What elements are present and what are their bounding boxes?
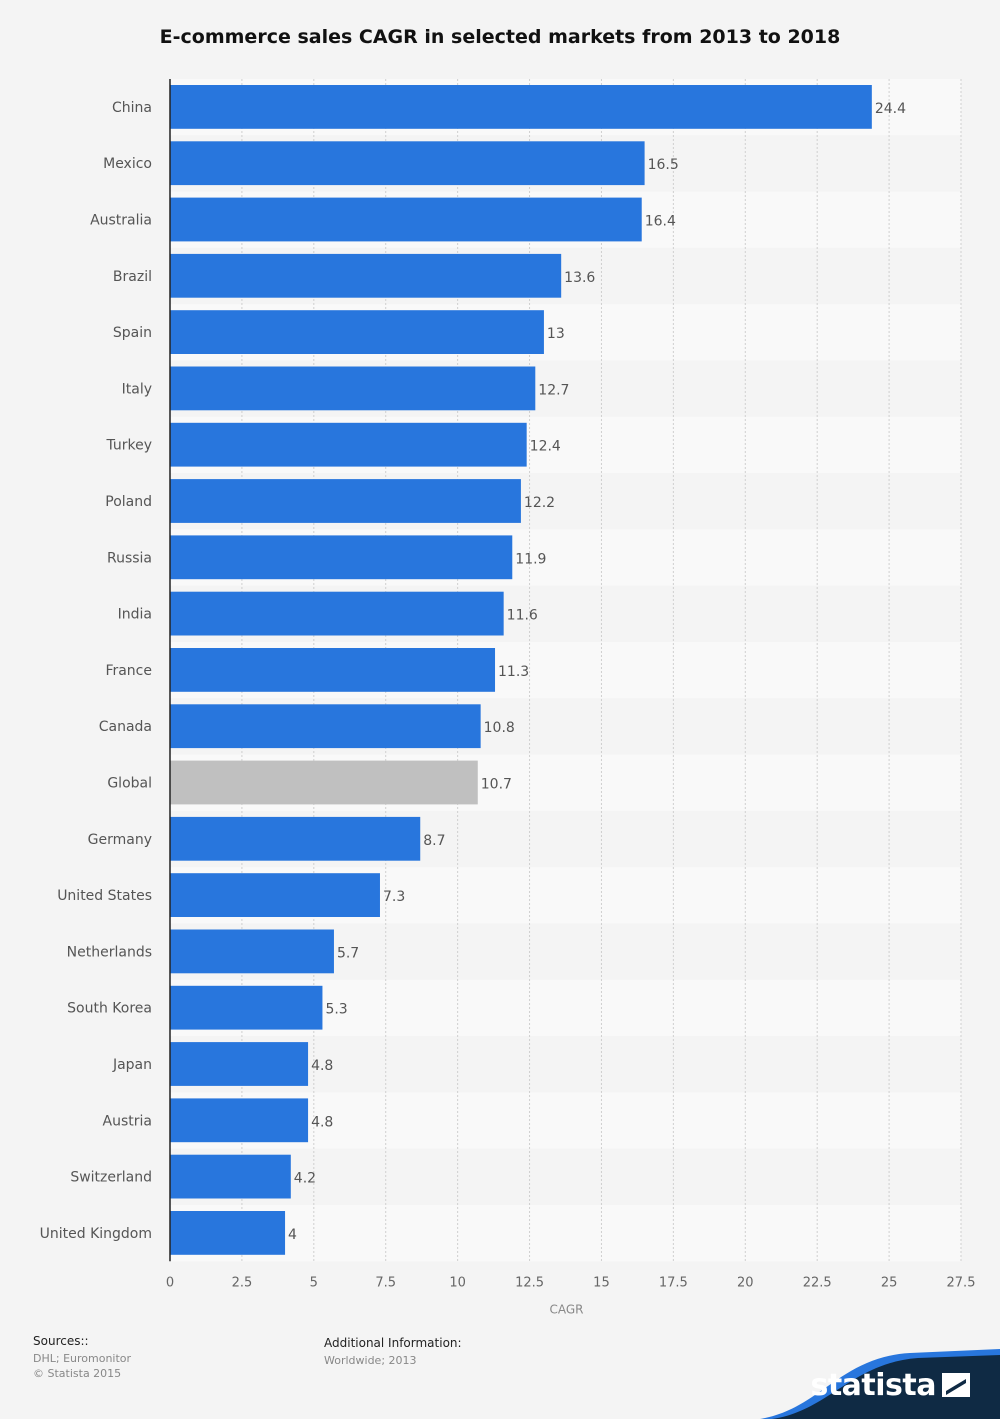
bar[interactable] — [170, 929, 334, 974]
bar-chart: China Mexico Australia Brazil Spain Italy Turk… — [40, 79, 976, 1316]
category-label: Canada — [99, 719, 152, 735]
value-label: 13.6 — [564, 270, 595, 286]
sources-line-1: DHL; Euromonitor — [33, 1352, 132, 1365]
x-tick-label: 10 — [449, 1275, 466, 1290]
category-label: Switzerland — [70, 1170, 152, 1186]
category-label: Mexico — [103, 156, 152, 172]
bars — [170, 85, 872, 1255]
statista-logo-icon — [942, 1373, 970, 1397]
value-label: 13 — [547, 326, 565, 342]
value-label: 4.2 — [294, 1171, 316, 1187]
row-band — [170, 1148, 961, 1205]
additional-info-block: Additional Information: Worldwide; 2013 — [324, 1336, 462, 1367]
x-tick-label: 22.5 — [803, 1275, 832, 1290]
x-axis-ticks: 0 2.5 5 7.5 10 12.5 15 17.5 20 22.5 25 27.5 — [166, 1275, 976, 1290]
bar[interactable] — [170, 141, 645, 186]
sources-line-2: © Statista 2015 — [33, 1367, 122, 1380]
category-label: Australia — [90, 213, 152, 229]
chart-title: E-commerce sales CAGR in selected market… — [159, 26, 841, 48]
category-labels: China Mexico Australia Brazil Spain Italy Turk… — [40, 100, 152, 1242]
bar[interactable] — [170, 253, 562, 298]
value-label: 4.8 — [311, 1058, 333, 1074]
category-label: Turkey — [105, 438, 152, 454]
category-label: United States — [57, 888, 152, 904]
category-label: Japan — [112, 1057, 152, 1073]
x-tick-label: 15 — [593, 1275, 610, 1290]
sources-label: Sources:: — [33, 1334, 89, 1348]
category-label: South Korea — [67, 1001, 152, 1017]
category-label: Poland — [105, 494, 152, 510]
x-tick-label: 5 — [310, 1275, 318, 1290]
bar[interactable] — [170, 1154, 291, 1199]
bar[interactable] — [170, 197, 642, 242]
value-label: 4 — [288, 1227, 297, 1243]
x-tick-label: 20 — [737, 1275, 754, 1290]
category-label: Netherlands — [67, 944, 152, 960]
additional-info-label: Additional Information: — [324, 1336, 462, 1350]
row-band — [170, 1205, 961, 1262]
brand-swoosh-shape — [760, 1349, 1000, 1419]
statista-brand[interactable]: statista — [760, 1349, 1000, 1419]
x-tick-label: 2.5 — [232, 1275, 253, 1290]
value-label: 11.6 — [507, 608, 538, 624]
value-label: 7.3 — [383, 889, 405, 905]
bar[interactable] — [170, 535, 513, 580]
bar[interactable] — [170, 1042, 309, 1086]
value-label: 11.3 — [498, 664, 529, 680]
bar[interactable] — [170, 479, 521, 523]
category-label: Global — [107, 776, 152, 792]
x-tick-label: 25 — [881, 1275, 898, 1290]
x-tick-label: 0 — [166, 1275, 174, 1290]
x-tick-label: 27.5 — [947, 1275, 976, 1290]
bar[interactable] — [170, 85, 872, 129]
x-tick-label: 7.5 — [375, 1275, 396, 1290]
value-label: 5.7 — [337, 945, 359, 961]
value-label: 12.7 — [538, 382, 569, 398]
x-tick-label: 17.5 — [659, 1275, 688, 1290]
value-label: 10.8 — [484, 720, 515, 736]
value-label: 12.4 — [530, 439, 561, 455]
value-label: 16.5 — [648, 157, 679, 173]
brand-name: statista — [810, 1368, 936, 1403]
category-label: Italy — [122, 381, 152, 397]
bar[interactable] — [170, 591, 504, 636]
category-label: Austria — [103, 1113, 152, 1129]
category-label: Brazil — [113, 269, 152, 285]
bar[interactable] — [170, 310, 544, 354]
bar[interactable] — [170, 1098, 309, 1143]
category-label: China — [112, 100, 152, 116]
bar[interactable] — [170, 816, 421, 861]
value-label: 4.8 — [311, 1114, 333, 1130]
category-label: United Kingdom — [40, 1226, 152, 1242]
bar[interactable] — [170, 985, 323, 1030]
x-tick-label: 12.5 — [515, 1275, 544, 1290]
category-label: France — [105, 663, 152, 679]
bar[interactable] — [170, 1211, 286, 1255]
value-label: 16.4 — [645, 214, 676, 230]
additional-info-line: Worldwide; 2013 — [324, 1354, 417, 1367]
bar[interactable] — [170, 422, 527, 467]
sources-block: Sources:: DHL; Euromonitor © Statista 20… — [33, 1334, 131, 1380]
bar[interactable] — [170, 648, 496, 692]
category-label: Germany — [88, 832, 152, 848]
value-labels: 24.4 16.5 16.4 13.6 13 12.7 12.4 12.2 11.9 11.6 11… — [288, 101, 906, 1243]
x-axis-label: CAGR — [549, 1302, 583, 1316]
bar[interactable] — [170, 704, 481, 749]
category-label: India — [118, 607, 152, 623]
value-label: 8.7 — [423, 833, 445, 849]
value-label: 24.4 — [875, 101, 906, 117]
value-label: 10.7 — [481, 777, 512, 793]
value-label: 11.9 — [515, 551, 546, 567]
bar[interactable] — [170, 366, 536, 411]
value-label: 5.3 — [325, 1002, 347, 1018]
value-label: 12.2 — [524, 495, 555, 511]
category-label: Spain — [113, 325, 152, 341]
category-label: Russia — [107, 550, 152, 566]
bar[interactable] — [170, 760, 478, 805]
bar[interactable] — [170, 873, 380, 917]
